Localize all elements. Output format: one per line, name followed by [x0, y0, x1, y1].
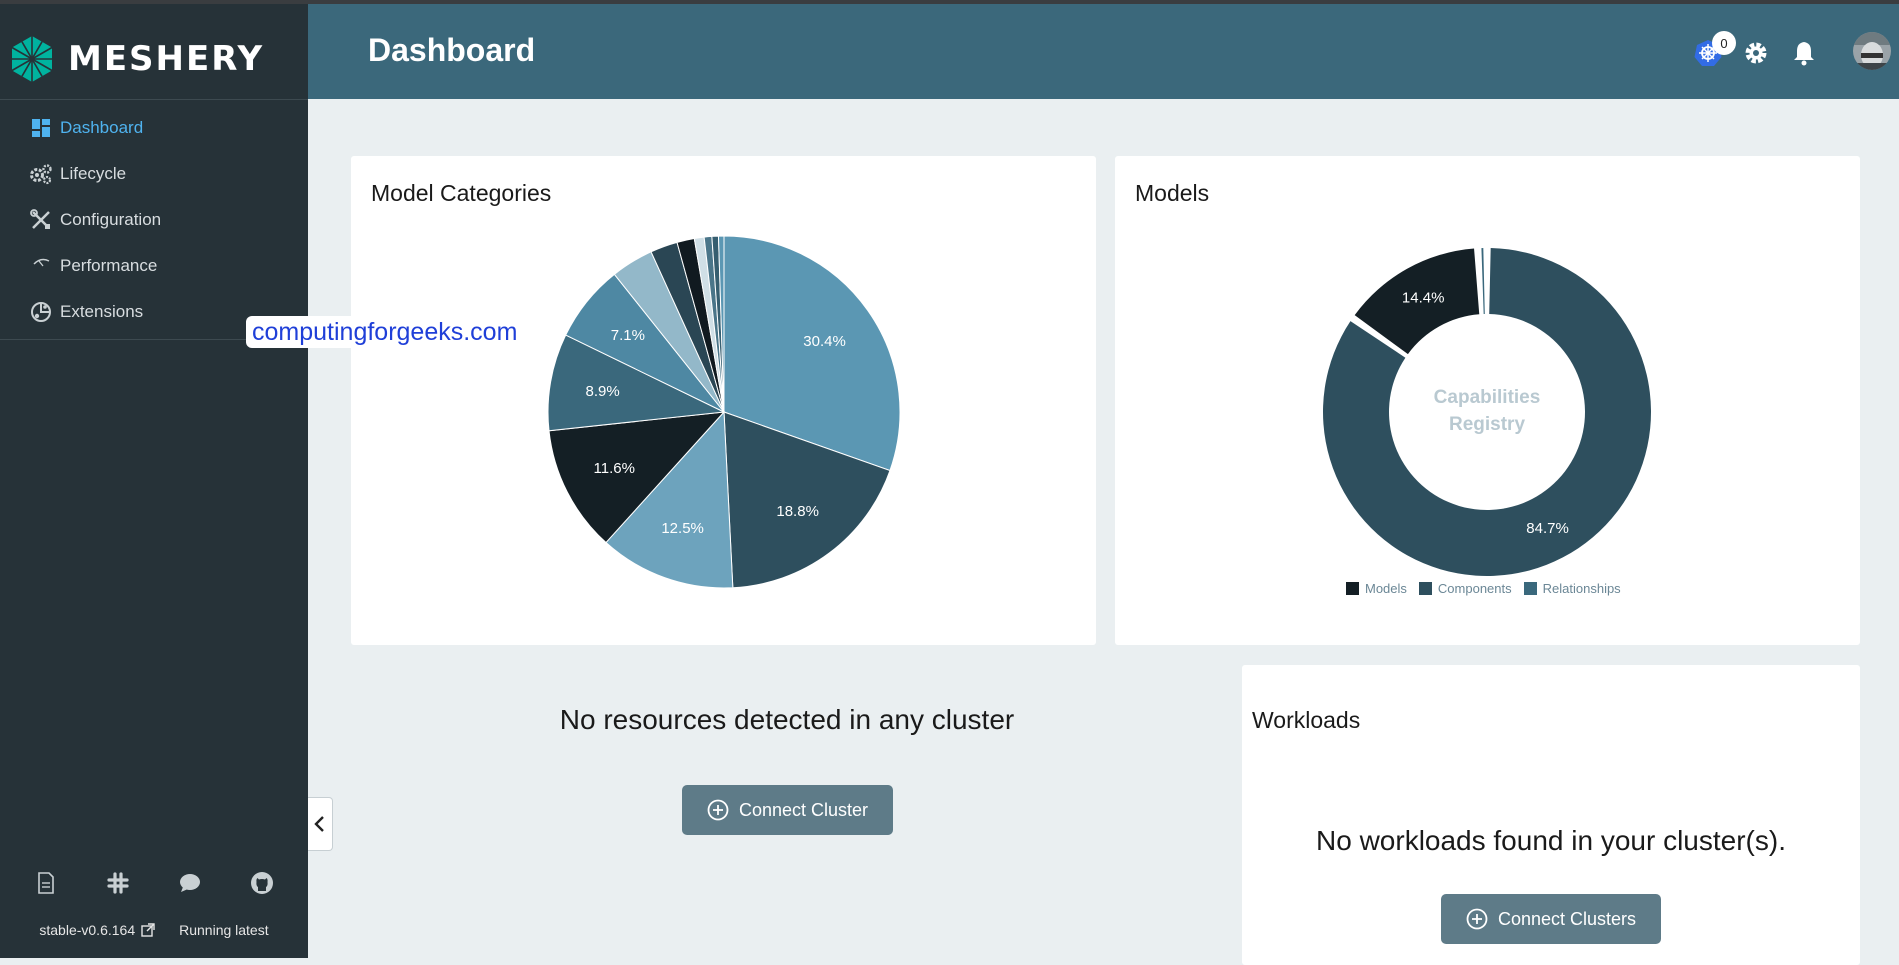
- no-resources-message: No resources detected in any cluster: [559, 704, 1015, 735]
- legend-swatch: [1418, 582, 1432, 595]
- sidebar-item-lifecycle[interactable]: Lifecycle: [0, 151, 308, 197]
- pie-slice-0[interactable]: [723, 235, 901, 472]
- pie-slice-label: 8.9%: [586, 383, 620, 400]
- no-workloads-message: No workloads found in your cluster(s).: [1316, 825, 1786, 856]
- legend-item-models[interactable]: Models: [1346, 581, 1407, 596]
- connect-clusters-label: Connect Clusters: [1497, 908, 1637, 929]
- settings-gear-icon: [1745, 42, 1767, 64]
- donut-segment-components[interactable]: [1323, 248, 1651, 576]
- workloads-card: Workloads No workloads found in your clu…: [1242, 665, 1860, 965]
- legend-label: Models: [1365, 581, 1407, 596]
- legend-item-relationships[interactable]: Relationships: [1523, 581, 1621, 596]
- page-title: Dashboard: [368, 32, 536, 68]
- avatar-image: [1853, 32, 1891, 70]
- sidebar-item-label: Dashboard: [60, 118, 144, 137]
- kubernetes-context-button[interactable]: 0: [1692, 31, 1736, 69]
- version-status: Running latest: [179, 922, 269, 938]
- models-title: Models: [1135, 180, 1210, 206]
- notification-bell-icon: [1794, 42, 1814, 66]
- connect-cluster-label: Connect Cluster: [738, 799, 869, 820]
- dashboard-icon: [28, 115, 54, 141]
- sidebar-divider-top: [0, 99, 308, 100]
- app-name: MESHERY: [68, 39, 265, 79]
- gauge-icon: [28, 253, 54, 279]
- chat-icon[interactable]: [175, 868, 205, 898]
- sidebar-item-performance[interactable]: Performance: [0, 243, 308, 289]
- collapse-sidebar-button[interactable]: [308, 797, 333, 851]
- sidebar-nav: Dashboard Lifecycle Configuration Perfor…: [0, 105, 308, 335]
- sidebar-item-dashboard[interactable]: Dashboard: [0, 105, 308, 151]
- models-legend: Models Components Relationships: [1346, 581, 1621, 596]
- donut-center-label-line1: Capabilities: [1434, 387, 1541, 408]
- watermark-text: computingforgeeks.com: [246, 316, 524, 348]
- legend-swatch: [1523, 582, 1537, 595]
- slack-icon[interactable]: [103, 868, 133, 898]
- pie-slice-12[interactable]: [717, 235, 725, 413]
- models-card: Models 84.7% 14.4% Capabilities Registry: [1115, 156, 1860, 645]
- donut-segment-relationships[interactable]: [1481, 248, 1485, 315]
- pie-slice-label: 12.5%: [661, 520, 704, 537]
- model-categories-card: Model Categories 30.4% 18.8% 12.5% 11.6% 8.9…: [351, 156, 1096, 645]
- sidebar-item-extensions[interactable]: Extensions: [0, 289, 308, 335]
- sidebar-divider-bottom: [0, 339, 308, 340]
- workloads-title: Workloads: [1252, 707, 1361, 733]
- legend-item-components[interactable]: Components: [1418, 581, 1512, 596]
- add-circle-icon: [707, 799, 729, 821]
- donut-segment-label: 14.4%: [1402, 290, 1445, 307]
- chevron-left-icon: [314, 816, 324, 832]
- tools-icon: [28, 207, 54, 233]
- version-info: stable-v0.6.164 Running latest: [0, 922, 308, 938]
- donut-segment-label: 84.7%: [1526, 520, 1569, 537]
- donut-segment-models[interactable]: [1354, 248, 1480, 355]
- pie-slice-label: 7.1%: [611, 327, 645, 344]
- window-top-border: [0, 0, 1899, 4]
- sidebar-item-label: Lifecycle: [60, 164, 127, 183]
- notifications-button[interactable]: [1788, 37, 1820, 69]
- pie-slice-label: 11.6%: [594, 460, 635, 477]
- version-label: stable-v0.6.164: [39, 922, 136, 938]
- sidebar-item-configuration[interactable]: Configuration: [0, 197, 308, 243]
- pie-slice-2[interactable]: [605, 410, 734, 589]
- k8s-badge-count: 0: [1712, 31, 1736, 55]
- sidebar-item-label: Configuration: [60, 210, 162, 229]
- pie-slice-4[interactable]: [547, 334, 726, 432]
- docs-icon[interactable]: [31, 868, 61, 898]
- sidebar: MESHERY Dashboard Lifecycle Configuratio…: [0, 4, 308, 958]
- gears-icon: [28, 161, 54, 187]
- donut-center-label-line2: Registry: [1449, 414, 1525, 435]
- meshery-logo[interactable]: MESHERY: [8, 32, 264, 86]
- model-categories-title: Model Categories: [371, 180, 552, 206]
- sidebar-footer-links: [0, 868, 308, 898]
- connect-clusters-button[interactable]: Connect Clusters: [1441, 894, 1661, 944]
- version-link[interactable]: stable-v0.6.164: [39, 922, 155, 938]
- sidebar-item-label: Extensions: [60, 302, 144, 321]
- legend-label: Components: [1437, 581, 1512, 596]
- legend-label: Relationships: [1542, 581, 1621, 596]
- user-avatar[interactable]: [1852, 31, 1892, 71]
- add-circle-icon: [1466, 908, 1488, 930]
- settings-button[interactable]: [1740, 37, 1772, 69]
- external-link-icon: [141, 923, 155, 937]
- pie-slice-1[interactable]: [723, 411, 891, 589]
- puzzle-icon: [28, 299, 54, 325]
- legend-swatch: [1346, 582, 1359, 595]
- sidebar-item-label: Performance: [60, 256, 158, 275]
- model-categories-pie-chart: 30.4% 18.8% 12.5% 11.6% 8.9% 7.1%: [547, 235, 901, 589]
- pie-slice-label: 30.4%: [803, 333, 846, 350]
- connect-cluster-button[interactable]: Connect Cluster: [682, 785, 893, 835]
- models-donut-chart: 84.7% 14.4% Capabilities Registry: [1323, 248, 1651, 576]
- meshery-logo-icon: [11, 36, 53, 82]
- github-icon[interactable]: [247, 868, 277, 898]
- pie-slice-3[interactable]: [548, 411, 726, 544]
- pie-slice-label: 18.8%: [776, 503, 819, 520]
- header-bar: Dashboard 0: [308, 4, 1899, 99]
